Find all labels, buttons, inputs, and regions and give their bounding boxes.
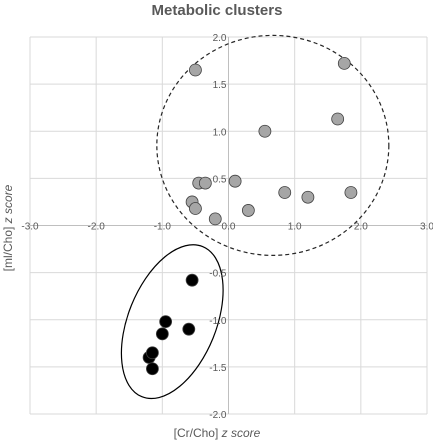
y-tick-label: -1.5 — [209, 363, 227, 374]
data-point-gray — [258, 124, 272, 138]
x-axis-title-italic: z score — [221, 426, 261, 440]
data-point-black — [146, 346, 159, 360]
y-axis-title-main: [ml/Cho] — [1, 223, 15, 271]
x-axis-title: [Cr/Cho] z score — [174, 426, 261, 440]
data-points — [142, 56, 358, 376]
data-point-gray — [337, 56, 351, 70]
y-tick-label: 1.5 — [213, 80, 227, 91]
data-point-black — [185, 273, 199, 287]
axes — [30, 37, 427, 414]
y-tick-label: -0.5 — [209, 269, 227, 280]
x-tick-label: -1.0 — [154, 222, 172, 233]
x-tick-label: 1.0 — [288, 222, 302, 233]
data-point-black — [146, 362, 159, 376]
data-point-gray — [344, 186, 358, 199]
data-point-gray — [228, 174, 242, 188]
data-point-black — [155, 327, 169, 341]
x-tick-label: -3.0 — [21, 222, 39, 233]
y-axis-title: [ml/Cho] z score — [1, 184, 15, 271]
x-tick-label: 2.0 — [354, 222, 368, 233]
cluster-outline-dashed — [156, 34, 390, 256]
data-point-black — [159, 315, 173, 329]
data-point-gray — [278, 186, 292, 199]
cluster-outline-solid — [120, 244, 224, 400]
data-point-gray — [189, 202, 202, 215]
data-point-gray — [331, 112, 345, 126]
data-point-gray — [241, 204, 255, 217]
data-point-gray — [189, 63, 202, 77]
y-tick-label: -1.0 — [209, 316, 227, 327]
y-tick-label: -2.0 — [209, 410, 227, 421]
x-tick-label: -2.0 — [88, 222, 106, 233]
data-point-gray — [208, 212, 222, 226]
y-tick-label: 2.0 — [213, 33, 227, 44]
x-tick-label: 3.0 — [420, 222, 433, 233]
y-axis-title-italic: z score — [1, 184, 15, 224]
x-tick-label: 0.0 — [222, 222, 236, 233]
tick-labels: -3.0 -2.0 -1.0 0.0 1.0 2.0 3.0 -2.0 -1.5 -1.0 -0.5… — [21, 33, 433, 421]
data-point-gray — [301, 190, 315, 204]
x-axis-title-main: [Cr/Cho] — [174, 426, 222, 440]
data-point-gray — [198, 176, 212, 190]
cluster-outlines — [120, 34, 390, 400]
data-point-black — [182, 322, 196, 336]
chart-title: Metabolic clusters — [152, 2, 283, 19]
y-tick-label: 0.5 — [213, 174, 227, 185]
y-tick-label: 1.0 — [213, 127, 227, 138]
